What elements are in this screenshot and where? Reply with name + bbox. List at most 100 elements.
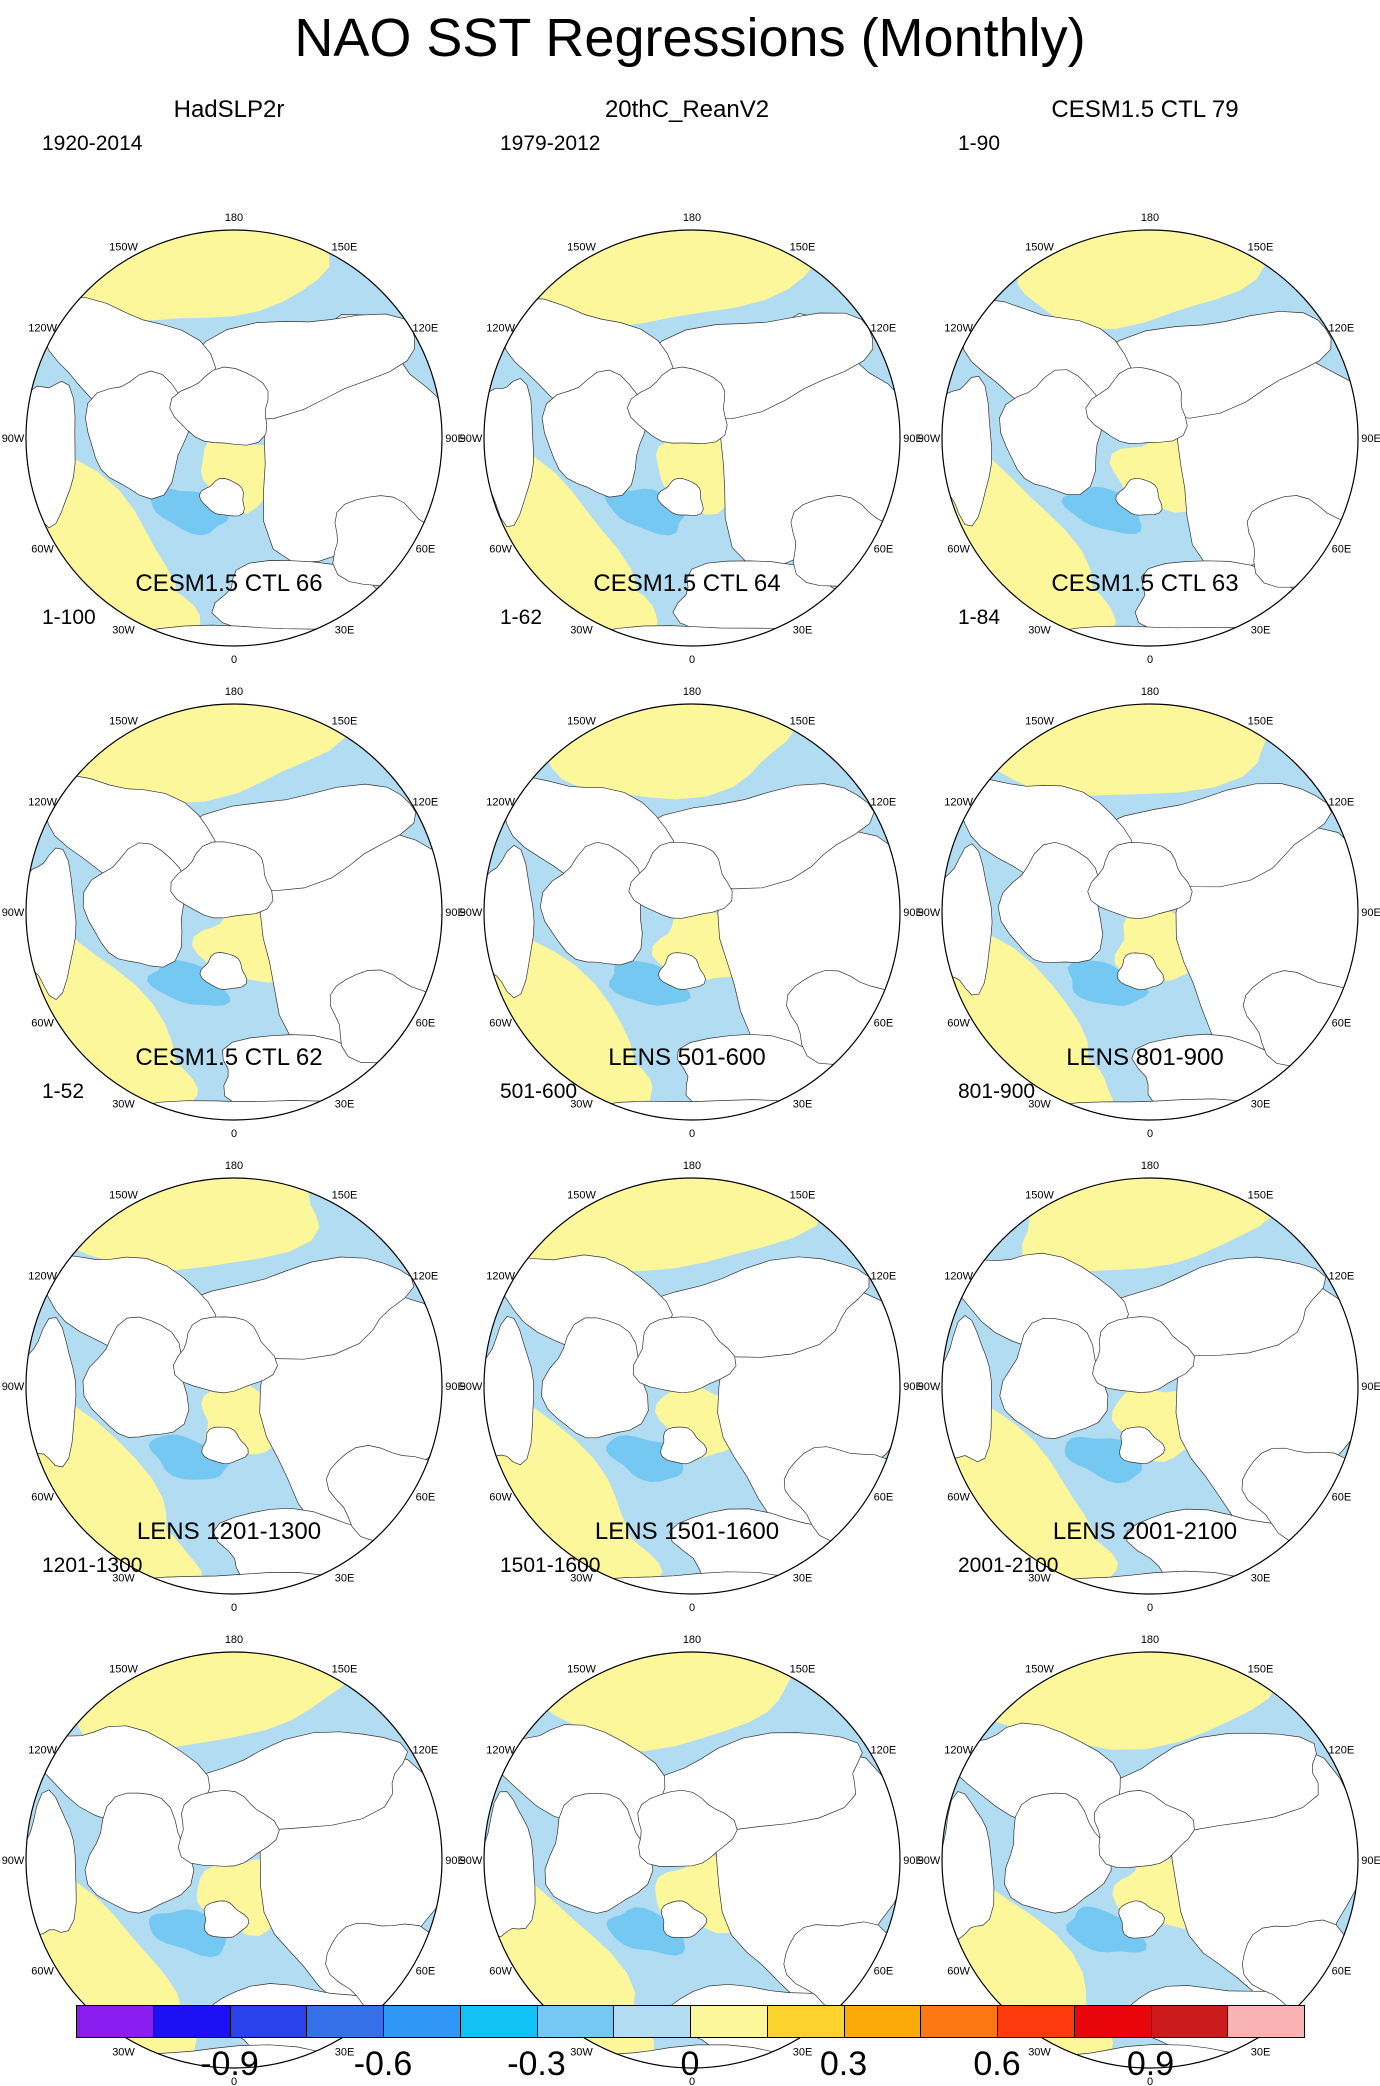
longitude-label: 120W: [486, 1271, 515, 1283]
land-mass: [660, 1426, 708, 1465]
panel-years-label: 1-84: [958, 606, 1001, 629]
longitude-label: 150W: [567, 716, 596, 728]
longitude-label: 30W: [570, 624, 593, 636]
longitude-label: 120W: [28, 1745, 57, 1757]
land-mass: [199, 952, 248, 990]
subpolar-negative-anomaly: [609, 960, 691, 1006]
longitude-label: 120E: [413, 797, 439, 809]
longitude-label: 150W: [567, 1190, 596, 1202]
longitude-label: 60E: [416, 544, 436, 556]
map-boundary: [483, 1177, 901, 1595]
land-mass: [626, 366, 728, 445]
longitude-label: 180: [683, 1160, 701, 1172]
longitude-label: 30E: [335, 1572, 355, 1584]
panel-years-label: 2001-2100: [958, 1554, 1059, 1577]
colorbar-box: [613, 2005, 691, 2038]
map-boundary: [483, 1651, 901, 2069]
longitude-label: 0: [1147, 1128, 1153, 1140]
longitude-label: 30W: [570, 1098, 593, 1110]
longitude-label: 30W: [570, 1572, 593, 1584]
map-boundary: [941, 1177, 1359, 1595]
polar-map: 180 150E 120E 90E 60E 30E 0 30W 60W 90W 120W 150W: [460, 1160, 923, 1614]
longitude-label: 90E: [445, 433, 465, 445]
longitude-label: 0: [231, 654, 237, 666]
longitude-label: 120W: [28, 323, 57, 335]
colorbar: [76, 2005, 1305, 2038]
land-mass: [999, 1317, 1109, 1439]
longitude-label: 30E: [1251, 1572, 1271, 1584]
panel-years-label: 1-62: [500, 606, 543, 629]
longitude-label: 150E: [1248, 1190, 1274, 1202]
atlantic-positive-band: [66, 1031, 198, 1116]
map-boundary: [483, 229, 901, 647]
land-mass: [82, 1316, 190, 1438]
longitude-label: 30W: [112, 2046, 135, 2058]
map-boundary: [941, 703, 1359, 1121]
land-mass: [1094, 1790, 1195, 1869]
longitude-label: 90E: [445, 907, 465, 919]
longitude-label: 30E: [335, 1098, 355, 1110]
longitude-label: 0: [1147, 2076, 1153, 2086]
longitude-label: 90E: [445, 1855, 465, 1867]
land-mass: [84, 1792, 195, 1914]
longitude-label: 120E: [871, 797, 897, 809]
longitude-label: 0: [689, 2076, 695, 2086]
longitude-label: 180: [225, 212, 243, 224]
land-mass: [942, 843, 993, 996]
land-mass: [484, 1791, 536, 1937]
longitude-label: 150W: [1025, 1664, 1054, 1676]
panel-title: CESM1.5 CTL 64: [593, 570, 781, 597]
longitude-label: 150E: [790, 1190, 816, 1202]
longitude-label: 180: [225, 1634, 243, 1646]
longitude-label: 120W: [944, 1271, 973, 1283]
longitude-label: 120E: [871, 323, 897, 335]
longitude-label: 60E: [874, 1492, 894, 1504]
longitude-label: 60W: [947, 1018, 970, 1030]
map-panel: LENS 1201-1300 1201-1300 180 150E 120E 90E 60E…: [0, 1518, 465, 2086]
longitude-label: 120E: [1329, 1271, 1355, 1283]
polar-map: 180 150E 120E 90E 60E 30E 0 30W 60W 90W 120W 150W: [2, 212, 465, 666]
atlantic-positive-band: [985, 1504, 1118, 1586]
longitude-label: 60E: [874, 1018, 894, 1030]
longitude-label: 150E: [1248, 242, 1274, 254]
longitude-label: 60W: [947, 1492, 970, 1504]
longitude-label: 120E: [413, 1271, 439, 1283]
colorbar-tick-label: -0.3: [507, 2045, 566, 2083]
colorbar-tick-label: -0.9: [200, 2045, 259, 2083]
longitude-label: 120W: [944, 797, 973, 809]
land-mass: [999, 369, 1104, 496]
land-mass: [26, 1317, 77, 1468]
panel-title: CESM1.5 CTL 62: [135, 1044, 323, 1071]
longitude-label: 90W: [918, 433, 941, 445]
map-boundary: [941, 1651, 1359, 2069]
land-mass: [942, 1791, 995, 1940]
longitude-label: 150E: [332, 242, 358, 254]
land-mass: [637, 1789, 738, 1867]
longitude-label: 0: [689, 1128, 695, 1140]
longitude-label: 30E: [793, 1098, 813, 1110]
longitude-label: 30W: [1028, 1098, 1051, 1110]
panel-title: CESM1.5 CTL 66: [135, 570, 323, 597]
land-mass: [1092, 1316, 1195, 1393]
panel-title: CESM1.5 CTL 79: [1051, 96, 1239, 123]
longitude-label: 0: [231, 2076, 237, 2086]
colorbar-tick-label: 0.9: [1126, 2045, 1175, 2083]
land-mass: [198, 478, 245, 517]
atlantic-positive-band: [987, 554, 1116, 639]
longitude-label: 30W: [112, 1572, 135, 1584]
longitude-label: 90E: [903, 433, 923, 445]
colorbar-box: [536, 2005, 615, 2038]
longitude-label: 30W: [112, 624, 135, 636]
colorbar-box: [229, 2005, 308, 2038]
land-mass: [1004, 1792, 1112, 1914]
longitude-label: 90W: [2, 433, 25, 445]
polar-map: 180 150E 120E 90E 60E 30E 0 30W 60W 90W 120W 150W: [2, 1160, 465, 1614]
longitude-label: 30E: [1251, 2046, 1271, 2058]
polar-map: 180 150E 120E 90E 60E 30E 0 30W 60W 90W 120W 150W: [918, 1160, 1380, 1614]
longitude-label: 120W: [28, 797, 57, 809]
atlantic-positive-band: [522, 1034, 653, 1117]
longitude-label: 30W: [1028, 2046, 1051, 2058]
longitude-label: 120E: [413, 323, 439, 335]
panel-title: LENS 501-600: [608, 1044, 766, 1071]
longitude-label: 120W: [944, 323, 973, 335]
